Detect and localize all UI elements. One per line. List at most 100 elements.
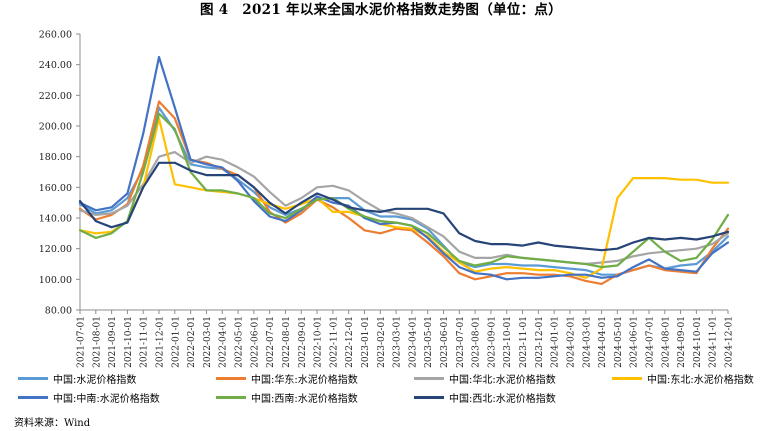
data-point [458,272,461,275]
data-point [648,258,650,261]
data-point [632,266,635,268]
data-point [505,263,508,265]
x-tick-label: 2021-08-01 [92,316,102,368]
data-point [363,200,366,203]
data-point [711,243,714,246]
x-tick-label: 2023-08-01 [472,316,482,368]
data-point [237,192,239,195]
chart-axes [79,34,728,311]
data-point [284,220,287,223]
data-point [347,206,350,209]
x-tick-label: 2022-05-01 [235,316,245,368]
data-point [205,166,208,169]
data-point [442,235,445,238]
x-tick-label: 2023-02-01 [377,316,387,368]
x-tick-label: 2022-01-01 [171,316,181,368]
data-point [173,117,176,120]
data-point [347,189,350,192]
data-point [253,200,255,203]
data-point [221,174,224,177]
data-point [553,275,555,278]
data-point [727,227,729,230]
data-point [711,252,714,255]
x-tick-label: 2024-12-01 [725,316,735,368]
data-point [237,166,239,169]
data-point [395,212,397,215]
data-point [490,261,492,264]
data-point [600,273,603,276]
data-point [616,275,619,278]
data-point [221,158,224,161]
data-point [363,209,366,212]
x-tick-label: 2022-10-01 [314,316,324,368]
data-point [727,241,729,244]
y-tick-label: 200.00 [39,122,72,133]
data-point [600,266,603,268]
data-point [173,161,176,164]
x-tick-label: 2024-04-01 [598,316,608,368]
series-lines [78,55,730,285]
data-point [268,206,271,209]
legend-item-7: 中国:西北:水泥价格指数 [414,388,556,406]
data-point [553,266,555,268]
x-tick-label: 2023-11-01 [519,316,529,368]
data-point [600,276,603,279]
x-axis-ticks: 2021-07-01 2021-08-01 2021-09-01 2021-10-01… [77,310,735,368]
data-point [94,209,97,212]
data-point [505,243,508,246]
legend-label: 中国:水泥价格指数 [53,374,137,386]
data-point [521,272,524,275]
x-tick-label: 2021-09-01 [108,316,118,368]
data-point [648,264,650,267]
source-note: 资料来源：Wind [14,418,91,429]
data-point [490,273,492,276]
x-tick-label: 2021-07-01 [77,316,87,368]
x-tick-label: 2021-10-01 [124,316,134,368]
x-tick-label: 2024-05-01 [614,316,624,368]
legend-item-5: 中国:中南:水泥价格指数 [18,388,160,406]
data-point [695,178,698,181]
data-point [268,215,271,218]
data-point [616,247,619,250]
data-point [126,192,129,195]
x-tick-label: 2022-09-01 [298,316,308,368]
data-point [395,221,397,224]
x-tick-label: 2022-11-01 [329,316,339,368]
data-point [711,181,714,184]
data-point [316,186,318,189]
y-tick-label: 120.00 [39,244,72,255]
legend-swatch [612,376,642,380]
data-point [411,224,413,227]
y-tick-label: 140.00 [39,214,72,225]
data-point [94,232,97,235]
data-point [490,267,492,270]
data-point [363,215,366,218]
data-point [600,283,603,285]
data-point [584,263,587,265]
data-point [316,195,318,198]
series-line-4 [78,117,730,279]
data-point [268,191,271,193]
x-tick-label: 2023-05-01 [424,316,434,368]
data-point [237,174,239,177]
x-tick-label: 2023-03-01 [393,316,403,368]
legend-swatch [216,376,246,380]
data-point [521,264,524,267]
data-point [711,235,714,238]
series-line-3 [78,151,730,266]
data-point [569,246,571,249]
data-point [94,214,97,216]
data-point [300,197,303,200]
data-point [679,249,682,252]
data-point [205,189,208,192]
series-line-5 [78,55,730,281]
data-point [505,272,508,275]
data-point [316,192,318,195]
data-point [584,276,587,279]
legend-label: 中国:西南:水泥价格指数 [251,393,358,405]
data-point [284,214,287,216]
y-tick-label: 100.00 [39,275,72,286]
chart-title: 图 4 2021 年以来全国水泥价格指数走势图（单位：点） [199,2,563,18]
data-point [158,161,160,164]
